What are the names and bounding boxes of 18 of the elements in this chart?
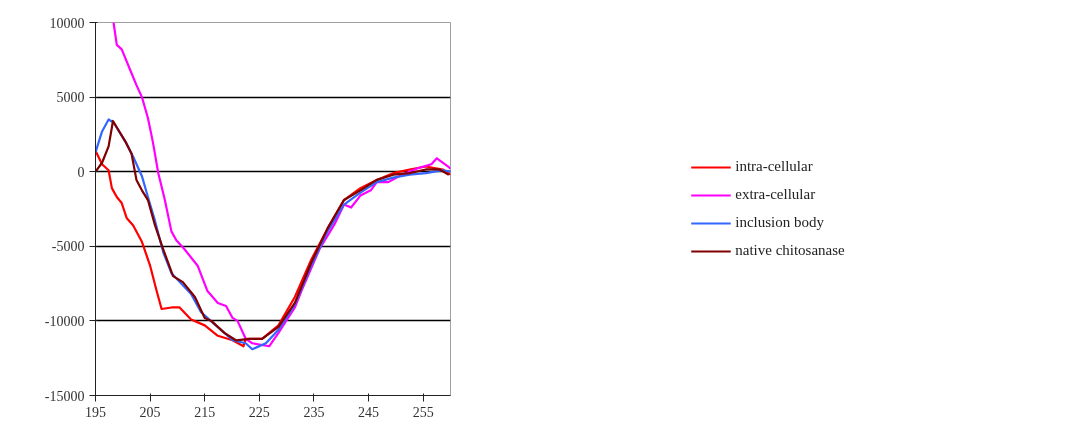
line-series <box>112 22 451 348</box>
x-tick-label: 255 <box>412 404 434 420</box>
x-tick-label: 215 <box>194 404 216 420</box>
x-tick-label: 235 <box>303 404 325 420</box>
legend-label: native chitosanase <box>735 242 845 259</box>
legend-label: extra-cellular <box>735 186 816 203</box>
x-tick-label: 225 <box>248 404 270 420</box>
x-tick-label: 245 <box>358 404 380 420</box>
legend-label: inclusion body <box>735 214 824 231</box>
legend-label: intra-cellular <box>735 158 813 175</box>
y-tick-label: 10000 <box>49 15 85 31</box>
y-tick-label: 0 <box>77 164 85 180</box>
y-tick-label: 5000 <box>56 90 85 106</box>
y-tick-label: -5000 <box>51 239 85 255</box>
x-tick-label: 205 <box>139 404 161 420</box>
y-tick-label: -10000 <box>44 313 85 329</box>
x-tick-label: 195 <box>85 404 106 420</box>
y-tick-label: -15000 <box>44 388 85 404</box>
